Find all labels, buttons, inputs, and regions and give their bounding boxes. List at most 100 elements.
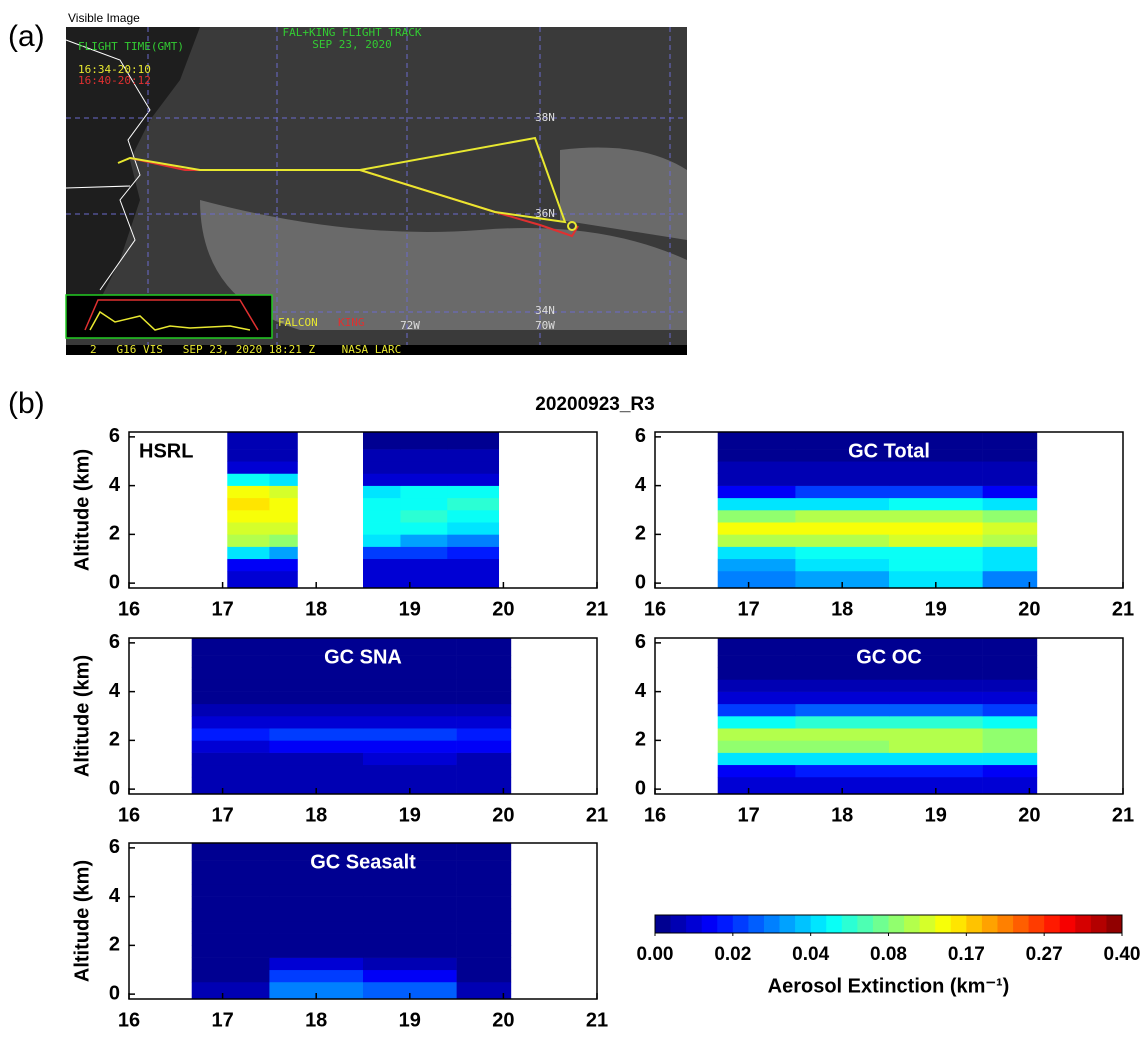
heat-cell bbox=[227, 570, 270, 589]
heat-cell bbox=[982, 522, 1038, 535]
heat-cell bbox=[795, 667, 890, 680]
heat-cell bbox=[363, 764, 457, 778]
heat-cell bbox=[795, 691, 890, 705]
heat-cell bbox=[227, 522, 270, 535]
heat-cell bbox=[363, 497, 401, 511]
heat-cell bbox=[889, 546, 983, 560]
heat-cell bbox=[717, 691, 796, 705]
heat-cell bbox=[889, 667, 983, 680]
heat-cell bbox=[363, 522, 401, 535]
heat-cell bbox=[191, 728, 270, 741]
heat-cell bbox=[227, 510, 270, 523]
heat-cell bbox=[269, 485, 298, 499]
heat-cell bbox=[363, 908, 457, 922]
heat-cell bbox=[447, 534, 500, 547]
heat-cell bbox=[889, 497, 983, 511]
heat-cell bbox=[717, 638, 796, 656]
heat-cell bbox=[447, 461, 500, 474]
heat-cell bbox=[363, 860, 457, 873]
heat-cell bbox=[795, 473, 890, 486]
heat-cell bbox=[191, 896, 270, 910]
colorbar-swatch bbox=[795, 915, 812, 933]
heat-cell bbox=[456, 638, 512, 656]
heat-cell bbox=[889, 510, 983, 523]
heat-cell bbox=[363, 872, 457, 885]
colorbar-tick-label: 0.27 bbox=[1026, 944, 1063, 965]
heat-cell bbox=[191, 667, 270, 680]
y-tick-label: 0 bbox=[109, 777, 120, 799]
x-tick-label: 17 bbox=[211, 1009, 233, 1031]
heat-cell bbox=[795, 432, 890, 450]
heat-cell bbox=[191, 655, 270, 668]
heat-cell bbox=[982, 432, 1038, 450]
heat-cell bbox=[269, 570, 298, 589]
heat-cell bbox=[269, 703, 364, 717]
heat-cell bbox=[456, 921, 512, 934]
panel-title: GC Total bbox=[848, 440, 930, 462]
heat-cell bbox=[889, 534, 983, 547]
heat-cell bbox=[191, 638, 270, 656]
lon-label: 70W bbox=[535, 319, 555, 332]
y-tick-label: 0 bbox=[635, 777, 646, 799]
y-tick-label: 4 bbox=[635, 680, 647, 702]
colorbar-swatch bbox=[981, 915, 998, 933]
heat-cell bbox=[363, 461, 401, 474]
satellite-image bbox=[65, 27, 687, 355]
colorbar-swatch bbox=[904, 915, 921, 933]
heat-cell bbox=[982, 703, 1038, 717]
heat-cell bbox=[269, 896, 364, 910]
heat-cell bbox=[269, 776, 364, 795]
colorbar-swatch bbox=[1028, 915, 1045, 933]
colorbar-swatch bbox=[686, 915, 703, 933]
heat-cell bbox=[795, 679, 890, 692]
heat-cell bbox=[889, 740, 983, 753]
x-tick-label: 18 bbox=[305, 1009, 327, 1031]
colorbar-swatch bbox=[732, 915, 749, 933]
lat-label: 36N bbox=[535, 207, 555, 220]
x-tick-label: 18 bbox=[831, 804, 853, 826]
heat-cell bbox=[717, 740, 796, 753]
heat-cell bbox=[456, 716, 512, 729]
heat-cell bbox=[795, 485, 890, 499]
y-tick-label: 4 bbox=[109, 885, 121, 907]
heat-cell bbox=[982, 546, 1038, 560]
heat-cell bbox=[363, 981, 457, 1000]
heat-cell bbox=[889, 679, 983, 692]
heat-cell bbox=[269, 728, 364, 741]
colorbar-tick-label: 0.02 bbox=[714, 944, 751, 965]
y-tick-label: 0 bbox=[109, 571, 120, 593]
flight-time-label: FLIGHT TIME(GMT) bbox=[78, 40, 184, 53]
colorbar-swatch bbox=[966, 915, 983, 933]
colorbar-swatch bbox=[841, 915, 858, 933]
x-tick-label: 21 bbox=[586, 804, 608, 826]
heat-cell bbox=[269, 921, 364, 934]
heat-cell bbox=[363, 510, 401, 523]
x-tick-label: 17 bbox=[211, 804, 233, 826]
x-tick-label: 19 bbox=[925, 598, 947, 620]
heat-cell bbox=[717, 510, 796, 523]
heat-cell bbox=[363, 667, 457, 680]
heat-cell bbox=[982, 497, 1038, 511]
heat-cell bbox=[982, 558, 1038, 572]
image-footer: 2 G16 VIS SEP 23, 2020 18:21 Z NASA LARC bbox=[90, 343, 401, 356]
panel-title: GC SNA bbox=[324, 646, 402, 668]
figure-title: 20200923_R3 bbox=[535, 394, 654, 415]
heat-cell bbox=[889, 703, 983, 717]
x-tick-label: 16 bbox=[644, 804, 666, 826]
heat-cell bbox=[982, 691, 1038, 705]
heat-cell bbox=[363, 884, 457, 897]
heat-cell bbox=[456, 764, 512, 778]
heat-cell bbox=[717, 703, 796, 717]
heat-cell bbox=[982, 776, 1038, 795]
heat-cell bbox=[456, 872, 512, 885]
heat-cell bbox=[456, 728, 512, 741]
heat-cell bbox=[795, 716, 890, 729]
heat-cell bbox=[363, 534, 401, 547]
heat-cell bbox=[982, 764, 1038, 778]
colorbar-swatch bbox=[1013, 915, 1029, 933]
heat-cell bbox=[269, 860, 364, 873]
heat-cell bbox=[269, 679, 364, 692]
x-tick-label: 16 bbox=[118, 598, 140, 620]
heat-cell bbox=[363, 449, 401, 462]
heat-cell bbox=[191, 843, 270, 861]
